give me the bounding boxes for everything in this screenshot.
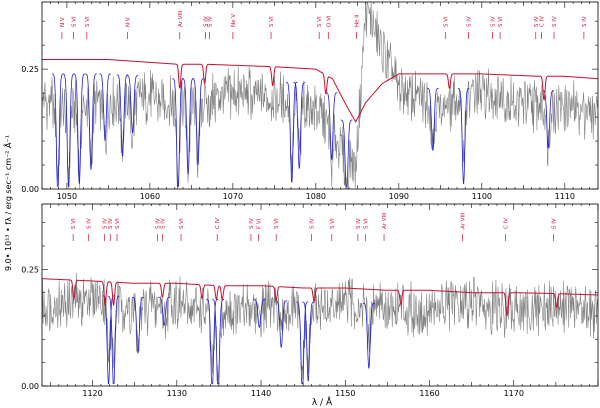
line-id-label: O VI — [326, 15, 332, 27]
model-spectrum — [42, 278, 598, 317]
y-tick-label: 0.25 — [21, 265, 39, 274]
line-id-label: S VI — [85, 16, 91, 27]
model-spectrum — [42, 59, 598, 124]
line-id-label: N V — [126, 17, 132, 27]
x-tick-label: 1080 — [306, 192, 326, 201]
x-tick-label: 1110 — [555, 192, 575, 201]
line-id-label: C IV — [215, 218, 221, 229]
ism-absorption-line — [340, 119, 353, 187]
ism-absorption-line — [132, 296, 144, 354]
ism-absorption-line — [85, 73, 97, 170]
line-id-label: S VI — [498, 16, 504, 27]
ism-absorption-line — [206, 298, 219, 385]
line-id-label: S VI — [274, 218, 280, 229]
line-id-label: S VI — [317, 16, 323, 27]
ism-absorption-line — [73, 73, 86, 184]
ism-absorption-line — [182, 78, 194, 175]
top-panel: 1050 1060 1070 1080 1090 1100 1110 0.00 0.25 N V S… — [21, 1, 599, 201]
ism-absorption-line — [107, 295, 120, 385]
line-id-label: S IV — [208, 16, 214, 27]
x-tick-label: 1160 — [419, 389, 439, 398]
line-id-label: S IV — [534, 16, 540, 27]
x-tick-label: 1140 — [251, 389, 271, 398]
ism-absorption-line — [62, 73, 75, 187]
ism-absorption-line — [363, 302, 375, 369]
line-id-label: Ar VIII — [178, 10, 184, 27]
plot-frame — [41, 203, 599, 387]
y-tick-label: 0.00 — [21, 185, 39, 194]
x-tick-label: 1060 — [140, 192, 160, 201]
line-id-label: S VI — [269, 16, 275, 27]
ism-absorption-line — [99, 73, 111, 141]
line-id-label: S IV — [467, 16, 473, 27]
plot-frame — [41, 1, 599, 190]
line-id-label: F VI — [257, 218, 263, 229]
y-tick-label: 0.00 — [21, 382, 39, 391]
line-id-label: S IV — [161, 218, 167, 229]
y-tick-label: 0.25 — [21, 65, 39, 74]
x-tick-label: 1170 — [504, 389, 524, 398]
x-axis-label: λ / Å — [312, 396, 333, 408]
plot-area — [42, 272, 598, 385]
line-id-label: S IV — [108, 218, 114, 229]
line-id-label: S IV — [310, 218, 316, 229]
ism-absorption-line — [427, 87, 439, 151]
observed-spectrum — [42, 2, 598, 189]
x-tick-label: 1090 — [389, 192, 409, 201]
y-axis-label: 9.0• 10¹³ • fλ / erg sec⁻¹ cm⁻² Å⁻¹ — [2, 135, 13, 271]
ism-absorption-line — [192, 78, 204, 165]
line-id-label: S IV — [249, 218, 255, 229]
line-id-label: S IV — [204, 16, 210, 27]
ism-absorption-line — [116, 74, 129, 157]
line-id-label: S VI — [115, 218, 121, 229]
ism-absorption-line — [253, 299, 266, 328]
line-id-label: S VI — [72, 16, 78, 27]
line-id-label: S VI — [71, 218, 77, 229]
line-id-label: Ar VIII — [382, 212, 388, 229]
ism-absorption-line — [158, 296, 170, 326]
line-id-label: S IV — [102, 218, 108, 229]
ism-absorption-line — [212, 299, 224, 385]
observed-spectrum — [42, 272, 598, 382]
line-id-label: S VI — [179, 218, 185, 229]
line-id-label: S IV — [582, 16, 588, 27]
plot-area — [42, 2, 598, 189]
line-id-label: S IV — [356, 218, 362, 229]
line-id-label: S VI — [330, 218, 336, 229]
x-tick-label: 1130 — [167, 389, 187, 398]
ism-absorption-line — [172, 78, 184, 187]
ism-absorption-line — [293, 82, 306, 169]
ism-absorption-line — [275, 300, 288, 348]
x-tick-label: 1120 — [82, 389, 102, 398]
x-tick-label: 1150 — [335, 389, 355, 398]
line-id-label: N V — [60, 17, 66, 27]
ism-absorption-line — [325, 92, 338, 160]
ism-absorption-line — [457, 87, 470, 184]
x-tick-label: 1070 — [223, 192, 243, 201]
line-id-label: C IV — [503, 218, 509, 229]
ism-absorption-line — [52, 73, 64, 187]
line-id-label: S VI — [443, 16, 449, 27]
line-id-label: S IV — [551, 218, 557, 229]
x-tick-label: 1050 — [57, 192, 77, 201]
line-id-label: Ar VIII — [460, 212, 466, 229]
line-id-label: S IV — [491, 16, 497, 27]
ism-absorption-line — [302, 301, 315, 382]
x-tick-label: 1100 — [472, 192, 492, 201]
ism-absorption-line — [126, 75, 139, 133]
line-id-label: S IV — [86, 218, 92, 229]
line-id-label: S IV — [155, 218, 161, 229]
line-id-label: He II — [355, 14, 361, 27]
ism-absorption-line — [296, 301, 309, 385]
line-id-label: S VI — [364, 218, 370, 229]
line-id-label: C IV — [540, 16, 546, 27]
ism-absorption-line — [542, 90, 554, 149]
line-id-label: S IV — [552, 16, 558, 27]
line-id-label: Ne V — [231, 14, 237, 27]
